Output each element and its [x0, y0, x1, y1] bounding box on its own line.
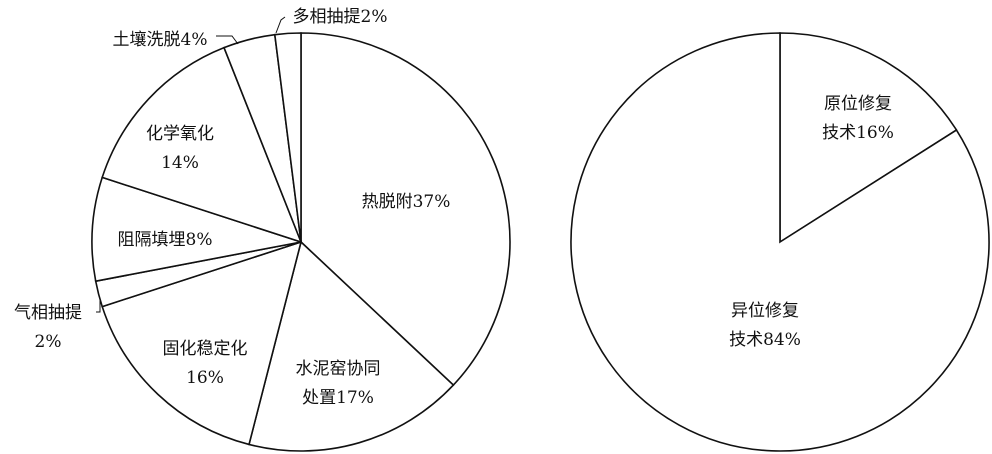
slice-label: 异位修复技术84% [729, 301, 801, 350]
slice-label: 多相抽提2% [293, 7, 388, 27]
pie-slice [248, 240, 455, 452]
slice-label: 阻隔填埋8% [118, 230, 213, 250]
slice-label: 热脱附37% [362, 192, 451, 212]
slice-label: 原位修复技术16% [822, 94, 894, 143]
slice-label: 固化稳定化 16% [163, 339, 248, 388]
pie-slice [101, 240, 303, 446]
leader-line [216, 35, 239, 45]
pie-chart-1: 热脱附37% 水泥窑协同处置17% 固化稳定化 16% 气相抽提 2% 阻隔填埋8% 化学氧化… [14, 7, 511, 452]
pie-slice [101, 46, 303, 244]
slice-label: 气相抽提 2% [14, 303, 82, 352]
slice-label: 土壤洗脱4% [113, 29, 208, 50]
leader-line [275, 16, 286, 34]
slice-label: 水泥窑协同处置17% [296, 359, 381, 408]
slice-label: 化学氧化 14% [146, 124, 214, 173]
leader-line [96, 300, 101, 313]
pie-slice [273, 32, 302, 243]
pie-slice [300, 32, 511, 387]
pie-slice [570, 32, 990, 452]
pie-chart-2: 原位修复技术16% 异位修复技术84% [570, 32, 990, 452]
pie-slice [91, 176, 302, 283]
pie-slice [779, 32, 958, 244]
